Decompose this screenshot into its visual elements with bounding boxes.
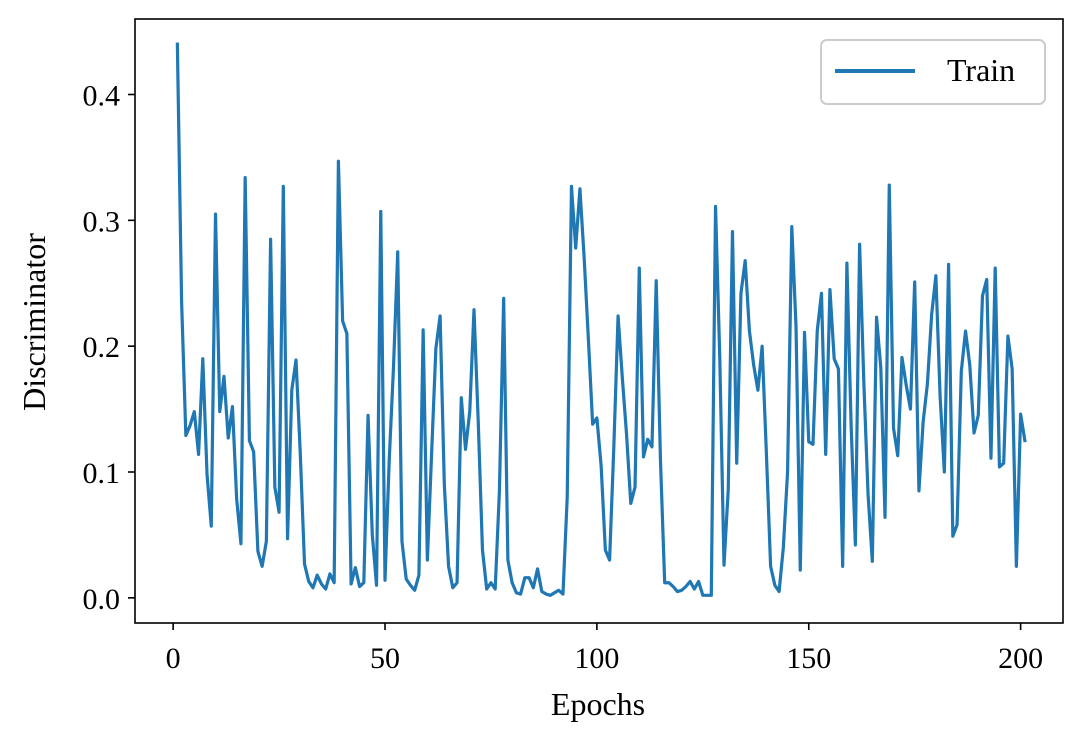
x-tick-label: 150 [786, 642, 831, 675]
y-tick-label: 0.4 [83, 80, 121, 113]
x-tick-label: 200 [998, 642, 1043, 675]
x-tick-label: 100 [574, 642, 619, 675]
y-axis-label: Discriminator [16, 233, 52, 411]
y-tick-label: 0.0 [83, 583, 121, 616]
y-tick-label: 0.3 [83, 205, 121, 238]
y-tick-label: 0.1 [83, 457, 121, 490]
x-axis-label: Epochs [551, 686, 645, 722]
y-tick-label: 0.2 [83, 331, 121, 364]
x-tick-label: 0 [166, 642, 181, 675]
legend-label-train: Train [947, 52, 1015, 88]
series-line-train [175, 42, 1027, 597]
axes-frame [134, 18, 1064, 624]
legend: Train [820, 39, 1046, 105]
axes: 0 50 100 150 200 0.0 0.1 0.2 0.3 0.4 [83, 18, 1064, 675]
plot-area [175, 42, 1027, 597]
x-tick-label: 50 [370, 642, 400, 675]
legend-box [820, 39, 1046, 105]
